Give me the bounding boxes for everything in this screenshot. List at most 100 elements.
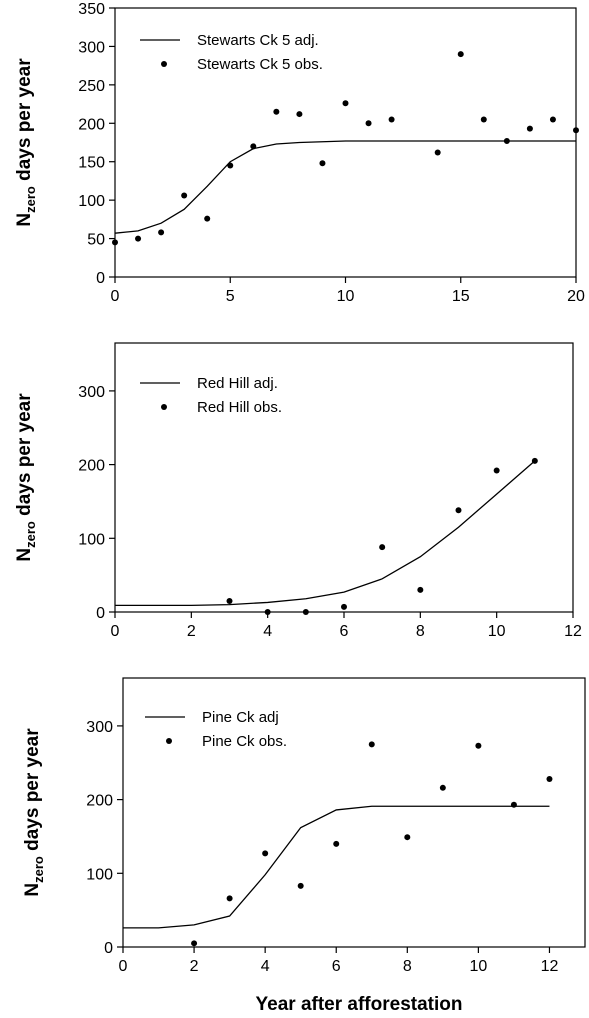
legend: Stewarts Ck 5 adj. Stewarts Ck 5 obs.	[140, 32, 323, 73]
series-point-obs	[457, 51, 464, 58]
series-line-adj	[123, 805, 550, 929]
y-tick-label: 300	[78, 39, 105, 56]
legend-entry-label: Red Hill adj.	[197, 375, 278, 392]
y-axis-label-main: N	[22, 883, 43, 897]
y-tick-label: 350	[78, 1, 105, 18]
series-point-obs	[112, 239, 118, 246]
chart-panel-pine-ck: 0 2 4 6 8 10 12 0 100 200 300 Nzero days per year Pi…	[22, 677, 586, 975]
series-point-obs	[368, 741, 375, 748]
chart-panel-red-hill: 0 2 4 6 8 10 12 0 100 200 300 Nzero days per year Re…	[14, 342, 582, 640]
series-point-obs	[365, 120, 372, 127]
y-axis-label: Nzero days per year	[22, 728, 46, 897]
series-point-obs	[526, 125, 533, 132]
series-point-obs	[475, 742, 482, 749]
y-tick-label: 200	[78, 116, 105, 133]
x-tick-label: 4	[263, 623, 272, 640]
series-line-adj	[114, 140, 576, 234]
series-point-obs	[342, 100, 349, 107]
x-tick-label: 8	[403, 958, 412, 975]
y-axis-label-rest: days per year	[22, 728, 43, 856]
y-tick-label: 250	[78, 78, 105, 95]
x-tick-label: 10	[337, 288, 355, 305]
series-point-obs	[434, 149, 441, 156]
x-tick-label: 10	[488, 623, 506, 640]
x-tick-label: 4	[261, 958, 270, 975]
series-point-obs	[455, 507, 462, 514]
series-point-obs	[333, 840, 340, 847]
y-tick-label: 50	[87, 232, 105, 249]
series-point-obs	[573, 127, 579, 134]
series-point-obs	[417, 586, 424, 593]
series-point-obs	[439, 784, 446, 791]
series-point-obs	[388, 116, 395, 123]
series-point-obs	[503, 137, 510, 144]
legend-entry-label: Stewarts Ck 5 adj.	[197, 32, 319, 49]
y-tick-label: 0	[96, 605, 105, 622]
series-point-obs	[296, 111, 303, 118]
x-tick-label: 5	[226, 288, 235, 305]
series-point-obs	[510, 801, 517, 808]
legend-entry-label: Pine Ck obs.	[202, 733, 287, 750]
legend-entry-label: Red Hill obs.	[197, 399, 282, 416]
series-point-obs	[204, 215, 211, 222]
series-point-obs	[297, 882, 304, 889]
y-axis-label-sub: zero	[31, 856, 46, 883]
series-point-obs	[493, 467, 500, 474]
x-axis-label: Year after afforestation	[256, 994, 463, 1015]
plot-frame	[114, 342, 574, 613]
series-point-obs	[226, 597, 233, 604]
y-tick-label: 100	[78, 193, 105, 210]
series-point-obs	[262, 850, 269, 857]
x-tick-label: 15	[452, 288, 470, 305]
series-point-obs	[549, 116, 556, 123]
x-tick-label: 8	[416, 623, 425, 640]
x-tick-label: 0	[119, 958, 128, 975]
y-tick-label: 300	[78, 384, 105, 401]
y-tick-label: 150	[78, 155, 105, 172]
series-point-obs	[546, 775, 553, 782]
series-point-obs	[227, 162, 234, 169]
legend-point-swatch	[161, 61, 167, 67]
series-point-obs	[181, 192, 188, 199]
series-point-obs	[273, 108, 280, 115]
series-point-obs	[480, 116, 487, 123]
x-tick-label: 12	[541, 958, 559, 975]
series-point-obs	[191, 940, 198, 947]
plot-frame	[122, 677, 586, 948]
legend-entry-label: Pine Ck adj	[202, 709, 279, 726]
series-point-obs	[319, 160, 326, 167]
x-tick-label: 6	[332, 958, 341, 975]
y-tick-label: 200	[86, 793, 113, 810]
x-tick-label: 2	[190, 958, 199, 975]
y-tick-label: 200	[78, 458, 105, 475]
series-point-obs	[379, 544, 386, 551]
series-point-obs	[404, 834, 411, 841]
series-line-adj	[115, 460, 536, 607]
y-tick-label: 100	[78, 531, 105, 548]
series-point-obs	[158, 229, 165, 236]
legend: Pine Ck adj Pine Ck obs.	[145, 709, 287, 750]
y-axis-label-sub: zero	[23, 186, 38, 213]
x-tick-label: 12	[564, 623, 582, 640]
series-point-obs	[341, 603, 347, 610]
x-tick-label: 0	[111, 288, 120, 305]
legend-point-swatch	[161, 404, 167, 410]
legend-entry-label: Stewarts Ck 5 obs.	[197, 56, 323, 73]
series-point-obs	[264, 609, 271, 615]
y-axis-label: Nzero days per year	[14, 393, 38, 562]
x-tick-label: 0	[111, 623, 120, 640]
y-axis-label-main: N	[14, 213, 35, 227]
x-tick-label: 20	[567, 288, 585, 305]
y-axis-label-rest: days per year	[14, 58, 35, 186]
y-axis-label: Nzero days per year	[14, 58, 38, 227]
y-axis-label-rest: days per year	[14, 393, 35, 521]
series-point-obs	[302, 609, 309, 615]
legend: Red Hill adj. Red Hill obs.	[140, 375, 282, 416]
y-tick-label: 100	[86, 866, 113, 883]
x-tick-label: 6	[340, 623, 349, 640]
y-tick-label: 0	[104, 940, 113, 957]
series-point-obs	[135, 235, 142, 242]
x-tick-label: 2	[187, 623, 196, 640]
